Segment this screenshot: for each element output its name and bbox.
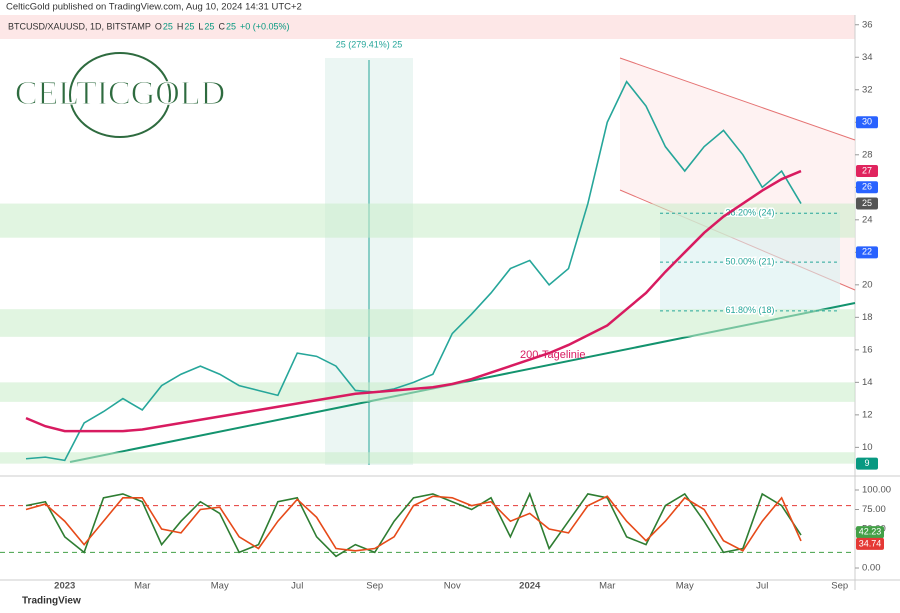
x-tick-label: Jul bbox=[756, 581, 768, 592]
price-tag-bg bbox=[856, 246, 878, 259]
logo-text: CELTICGOLD bbox=[15, 75, 225, 112]
y-tick-label: 100.00 bbox=[862, 485, 891, 496]
y-tick-label: 12 bbox=[862, 409, 873, 420]
ohlc-value: 25 bbox=[184, 21, 194, 31]
x-tick-label: Nov bbox=[444, 581, 461, 592]
support-zone bbox=[0, 452, 855, 464]
ohlc-label: O bbox=[155, 21, 162, 31]
osc-tag: 34.74 bbox=[859, 538, 882, 548]
series-line bbox=[25, 80, 802, 462]
x-tick-label: Sep bbox=[831, 581, 848, 592]
header-band bbox=[0, 15, 855, 39]
fib-label: 38.20% (24) bbox=[725, 208, 774, 218]
fib-label: 61.80% (18) bbox=[725, 305, 774, 315]
osc-tag: 42.23 bbox=[859, 526, 882, 536]
x-tick-label: May bbox=[676, 581, 694, 592]
y-tick-label: 75.00 bbox=[862, 504, 886, 515]
channel-upper bbox=[619, 57, 856, 141]
ohlc-value: 25 bbox=[226, 21, 236, 31]
osc-tag-bg bbox=[856, 537, 884, 550]
price-tag-bg bbox=[856, 116, 878, 129]
series-line bbox=[25, 495, 802, 552]
ohlc-label: H bbox=[177, 21, 184, 31]
y-tick-label: 24 bbox=[862, 214, 873, 225]
price-tag: 25 bbox=[862, 198, 872, 208]
price-tag-bg bbox=[856, 181, 878, 194]
support-zone bbox=[0, 203, 855, 238]
price-tag-bg bbox=[856, 165, 878, 178]
x-tick-label: Sep bbox=[366, 581, 383, 592]
x-tick-label: 2024 bbox=[519, 581, 541, 592]
y-tick-label: 14 bbox=[862, 377, 873, 388]
y-tick-label: 10 bbox=[862, 442, 873, 453]
x-tick-label: Jul bbox=[291, 581, 303, 592]
footer-brand: TradingView bbox=[22, 596, 81, 607]
x-tick-label: Mar bbox=[134, 581, 150, 592]
fib-label: 50.00% (21) bbox=[725, 256, 774, 266]
price-tag-bg bbox=[856, 457, 878, 470]
y-tick-label: 34 bbox=[862, 52, 873, 63]
measure-label: 25 (279.41%) 25 bbox=[336, 39, 403, 49]
price-tag: 9 bbox=[864, 458, 869, 468]
osc-tag-bg bbox=[856, 526, 884, 539]
price-tag: 27 bbox=[862, 165, 872, 175]
price-tag: 26 bbox=[862, 182, 872, 192]
series-line bbox=[25, 491, 802, 558]
change: +0 (+0.05%) bbox=[240, 21, 290, 31]
y-tick-label: 36 bbox=[862, 19, 873, 30]
y-tick-label: 28 bbox=[862, 149, 873, 160]
publisher: CelticGold published on TradingView.com,… bbox=[6, 2, 302, 13]
ohlc-value: 25 bbox=[204, 21, 214, 31]
logo: CELTICGOLD bbox=[14, 52, 226, 138]
ohlc-label: L bbox=[198, 21, 203, 31]
y-tick-label: 18 bbox=[862, 312, 873, 323]
series-line bbox=[25, 169, 802, 433]
x-tick-label: Mar bbox=[599, 581, 615, 592]
y-tick-label: 20 bbox=[862, 279, 873, 290]
symbol: BTCUSD/XAUUSD, 1D, BITSTAMP bbox=[8, 21, 151, 31]
y-tick-label: 0.00 bbox=[862, 563, 881, 574]
logo-knot bbox=[69, 52, 171, 138]
price-tag: 22 bbox=[862, 247, 872, 257]
x-tick-label: 2023 bbox=[54, 581, 75, 592]
support-zone bbox=[0, 382, 855, 402]
x-tick-label: May bbox=[211, 581, 229, 592]
support-zone bbox=[0, 309, 855, 337]
price-tag-bg bbox=[856, 197, 878, 210]
series-name: 200-Tagelinie bbox=[520, 349, 585, 361]
ohlc-label: C bbox=[218, 21, 225, 31]
ohlc-value: 25 bbox=[163, 21, 173, 31]
y-tick-label: 16 bbox=[862, 344, 873, 355]
y-tick-label: 32 bbox=[862, 84, 873, 95]
price-tag: 30 bbox=[862, 117, 872, 127]
